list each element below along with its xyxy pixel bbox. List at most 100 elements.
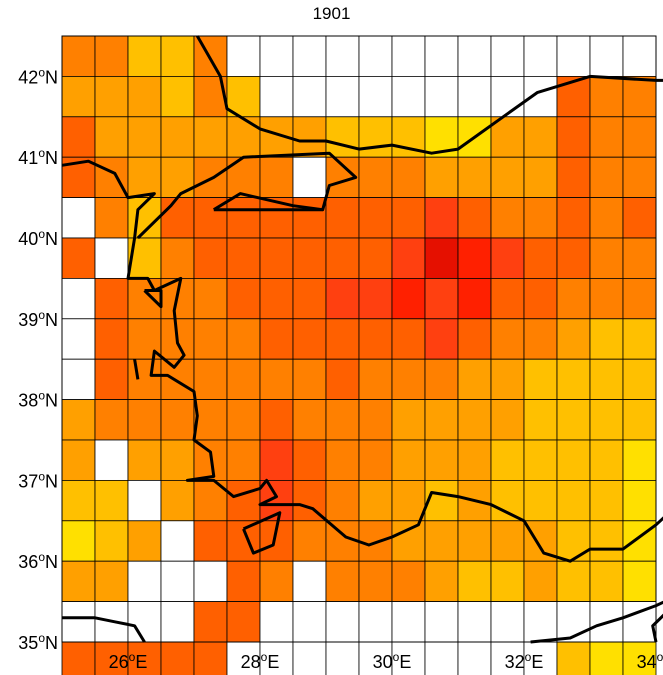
grid-cell (358, 520, 393, 562)
grid-cell (94, 399, 129, 441)
grid-cell (391, 399, 426, 441)
grid-cell (391, 237, 426, 279)
grid-cell (358, 35, 393, 77)
grid-cell (622, 35, 657, 77)
grid-cell (61, 116, 96, 158)
grid-cell (556, 116, 591, 158)
grid-cell (226, 277, 261, 320)
grid-cell (292, 197, 327, 239)
grid-cell (523, 237, 558, 279)
grid-cell (556, 237, 591, 279)
grid-cell (589, 479, 624, 522)
grid-cell (325, 35, 360, 77)
grid-cell (391, 318, 426, 360)
tick-label: 34oE (637, 650, 663, 672)
grid-cell (193, 237, 228, 279)
grid-cell (391, 520, 426, 562)
y-tick-labels: 42oN 41oN 40oN 39oN 38oN 37oN 36oN 35oN (18, 65, 58, 653)
grid-cell (589, 439, 624, 481)
tick-label: 41oN (18, 146, 58, 168)
grid-cell (160, 197, 195, 239)
grid-cell (490, 641, 525, 675)
grid-cell (358, 76, 393, 118)
grid-cell (622, 399, 657, 441)
grid-cell (424, 439, 459, 481)
grid-cell (622, 76, 657, 118)
coastline (136, 151, 358, 240)
grid-cell (589, 76, 624, 118)
coastline (133, 358, 140, 380)
grid-cell (622, 358, 657, 401)
grid-cell (457, 197, 492, 239)
grid-cell (127, 479, 162, 522)
grid-cell (358, 116, 393, 158)
grid-cell (523, 399, 558, 441)
grid-cell (325, 76, 360, 118)
grid-cell (61, 358, 96, 401)
coastline (651, 613, 663, 643)
grid-cell (226, 318, 261, 360)
grid-cell (94, 520, 129, 562)
grid-cell (457, 237, 492, 279)
grid-cell (61, 439, 96, 481)
grid-cell (622, 277, 657, 320)
grid-cell (490, 520, 525, 562)
grid-cell (292, 520, 327, 562)
grid-cell (160, 520, 195, 562)
grid-cell (358, 156, 393, 198)
grid-cell (292, 156, 327, 198)
grid-cell (259, 399, 294, 441)
grid-cell (556, 318, 591, 360)
grid-cell (391, 197, 426, 239)
grid-cell (94, 641, 129, 675)
grid-cell (622, 439, 657, 481)
grid-cell (160, 237, 195, 279)
grid-cell (61, 560, 96, 603)
tick-label: 32oE (505, 650, 544, 672)
grid-cell (424, 641, 459, 675)
grid-cell (259, 560, 294, 603)
grid-cell (490, 560, 525, 603)
grid-cell (127, 399, 162, 441)
grid-cell (556, 197, 591, 239)
grid-cell (94, 237, 129, 279)
coastline (530, 600, 663, 644)
x-tick-labels: 26oE 28oE 30oE 32oE 34oE (109, 650, 663, 672)
grid-cell (61, 76, 96, 118)
grid-cell (325, 479, 360, 522)
grid-cell (193, 560, 228, 603)
grid-cell (61, 601, 96, 643)
grid-cell (457, 520, 492, 562)
grid-cell (424, 399, 459, 441)
grid-cell (457, 156, 492, 198)
grid-cell (259, 601, 294, 643)
grid-cell (259, 76, 294, 118)
grid-cell (589, 116, 624, 158)
tick-label: 30oE (373, 650, 412, 672)
grid-cell (490, 237, 525, 279)
grid-cell (61, 318, 96, 360)
coastlines (61, 35, 663, 644)
grid-cell (622, 116, 657, 158)
grid-cell (424, 277, 459, 320)
grid-cell (292, 399, 327, 441)
grid-cell (127, 358, 162, 401)
grid-cell (61, 197, 96, 239)
grid-cell (325, 439, 360, 481)
grid-cell (358, 399, 393, 441)
grid-cell (358, 560, 393, 603)
grid-cell (589, 277, 624, 320)
coastline (242, 511, 282, 555)
coastline (62, 616, 146, 643)
grid-cell (61, 479, 96, 522)
grid-cell (589, 318, 624, 360)
grid-cell (358, 237, 393, 279)
grid-cell (589, 641, 624, 675)
grid-cell (292, 116, 327, 158)
grid-cell (292, 277, 327, 320)
grid-cell (94, 358, 129, 401)
grid-cell (523, 439, 558, 481)
tick-label: 35oN (18, 631, 58, 653)
grid-cell (259, 35, 294, 77)
